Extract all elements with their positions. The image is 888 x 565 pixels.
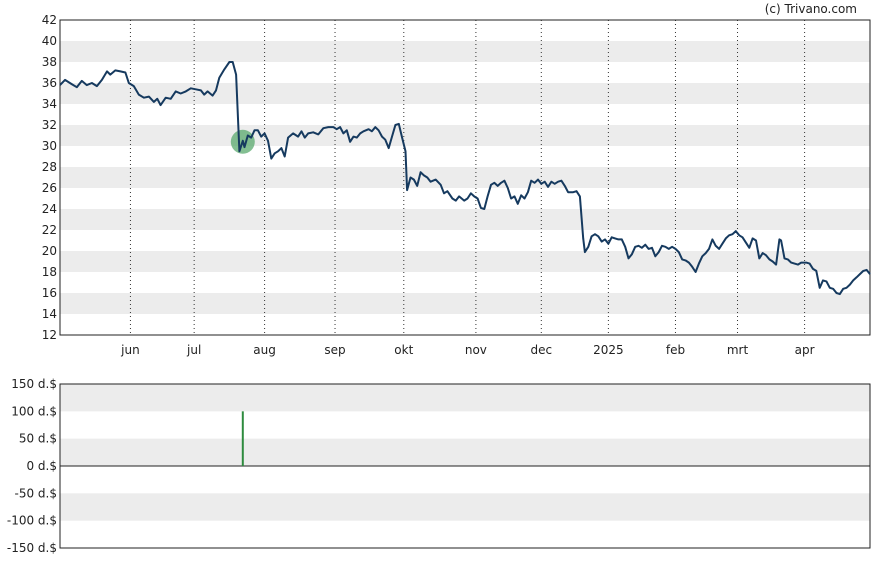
y-tick-label: -50 d.$ [15,486,57,500]
y-tick-label: 40 [42,34,57,48]
y-tick-label: 16 [42,286,57,300]
y-tick-label: 22 [42,223,57,237]
x-tick-label: nov [465,343,487,357]
y-tick-label: 100 d.$ [11,404,57,418]
y-tick-label: 0 d.$ [26,459,57,473]
y-tick-label: 42 [42,13,57,27]
x-tick-label: apr [795,343,815,357]
y-tick-label: 28 [42,160,57,174]
y-tick-label: 12 [42,328,57,342]
grid-band [60,125,870,146]
price-line [59,61,871,296]
y-tick-label: 24 [42,202,57,216]
x-tick-label: jul [186,343,201,357]
y-tick-label: 18 [42,265,57,279]
grid-band [60,493,870,521]
y-tick-label: -150 d.$ [7,541,57,555]
grid-band [60,167,870,188]
grid-band [60,384,870,412]
x-tick-label: mrt [727,343,749,357]
x-tick-label: jun [120,343,140,357]
y-tick-label: 30 [42,139,57,153]
y-tick-label: 50 d.$ [19,432,57,446]
credit-label: (c) Trivano.com [765,2,857,16]
y-tick-label: 36 [42,76,57,90]
x-tick-label: 2025 [593,343,624,357]
x-tick-label: sep [324,343,345,357]
price-plot-frame [59,19,871,336]
grid-band [60,438,870,466]
y-tick-label: 32 [42,118,57,132]
grid-band [60,251,870,272]
y-tick-label: 20 [42,244,57,258]
y-tick-label: 34 [42,97,57,111]
y-tick-label: -100 d.$ [7,514,57,528]
x-tick-label: okt [394,343,413,357]
y-tick-label: 38 [42,55,57,69]
grid-band [60,293,870,314]
grid-band [60,41,870,62]
x-tick-label: feb [666,343,685,357]
x-tick-label: aug [253,343,276,357]
grid-band [60,83,870,104]
y-tick-label: 150 d.$ [11,377,57,391]
grid-band [60,209,870,230]
y-tick-label: 14 [42,307,57,321]
x-tick-label: dec [530,343,552,357]
y-tick-label: 26 [42,181,57,195]
